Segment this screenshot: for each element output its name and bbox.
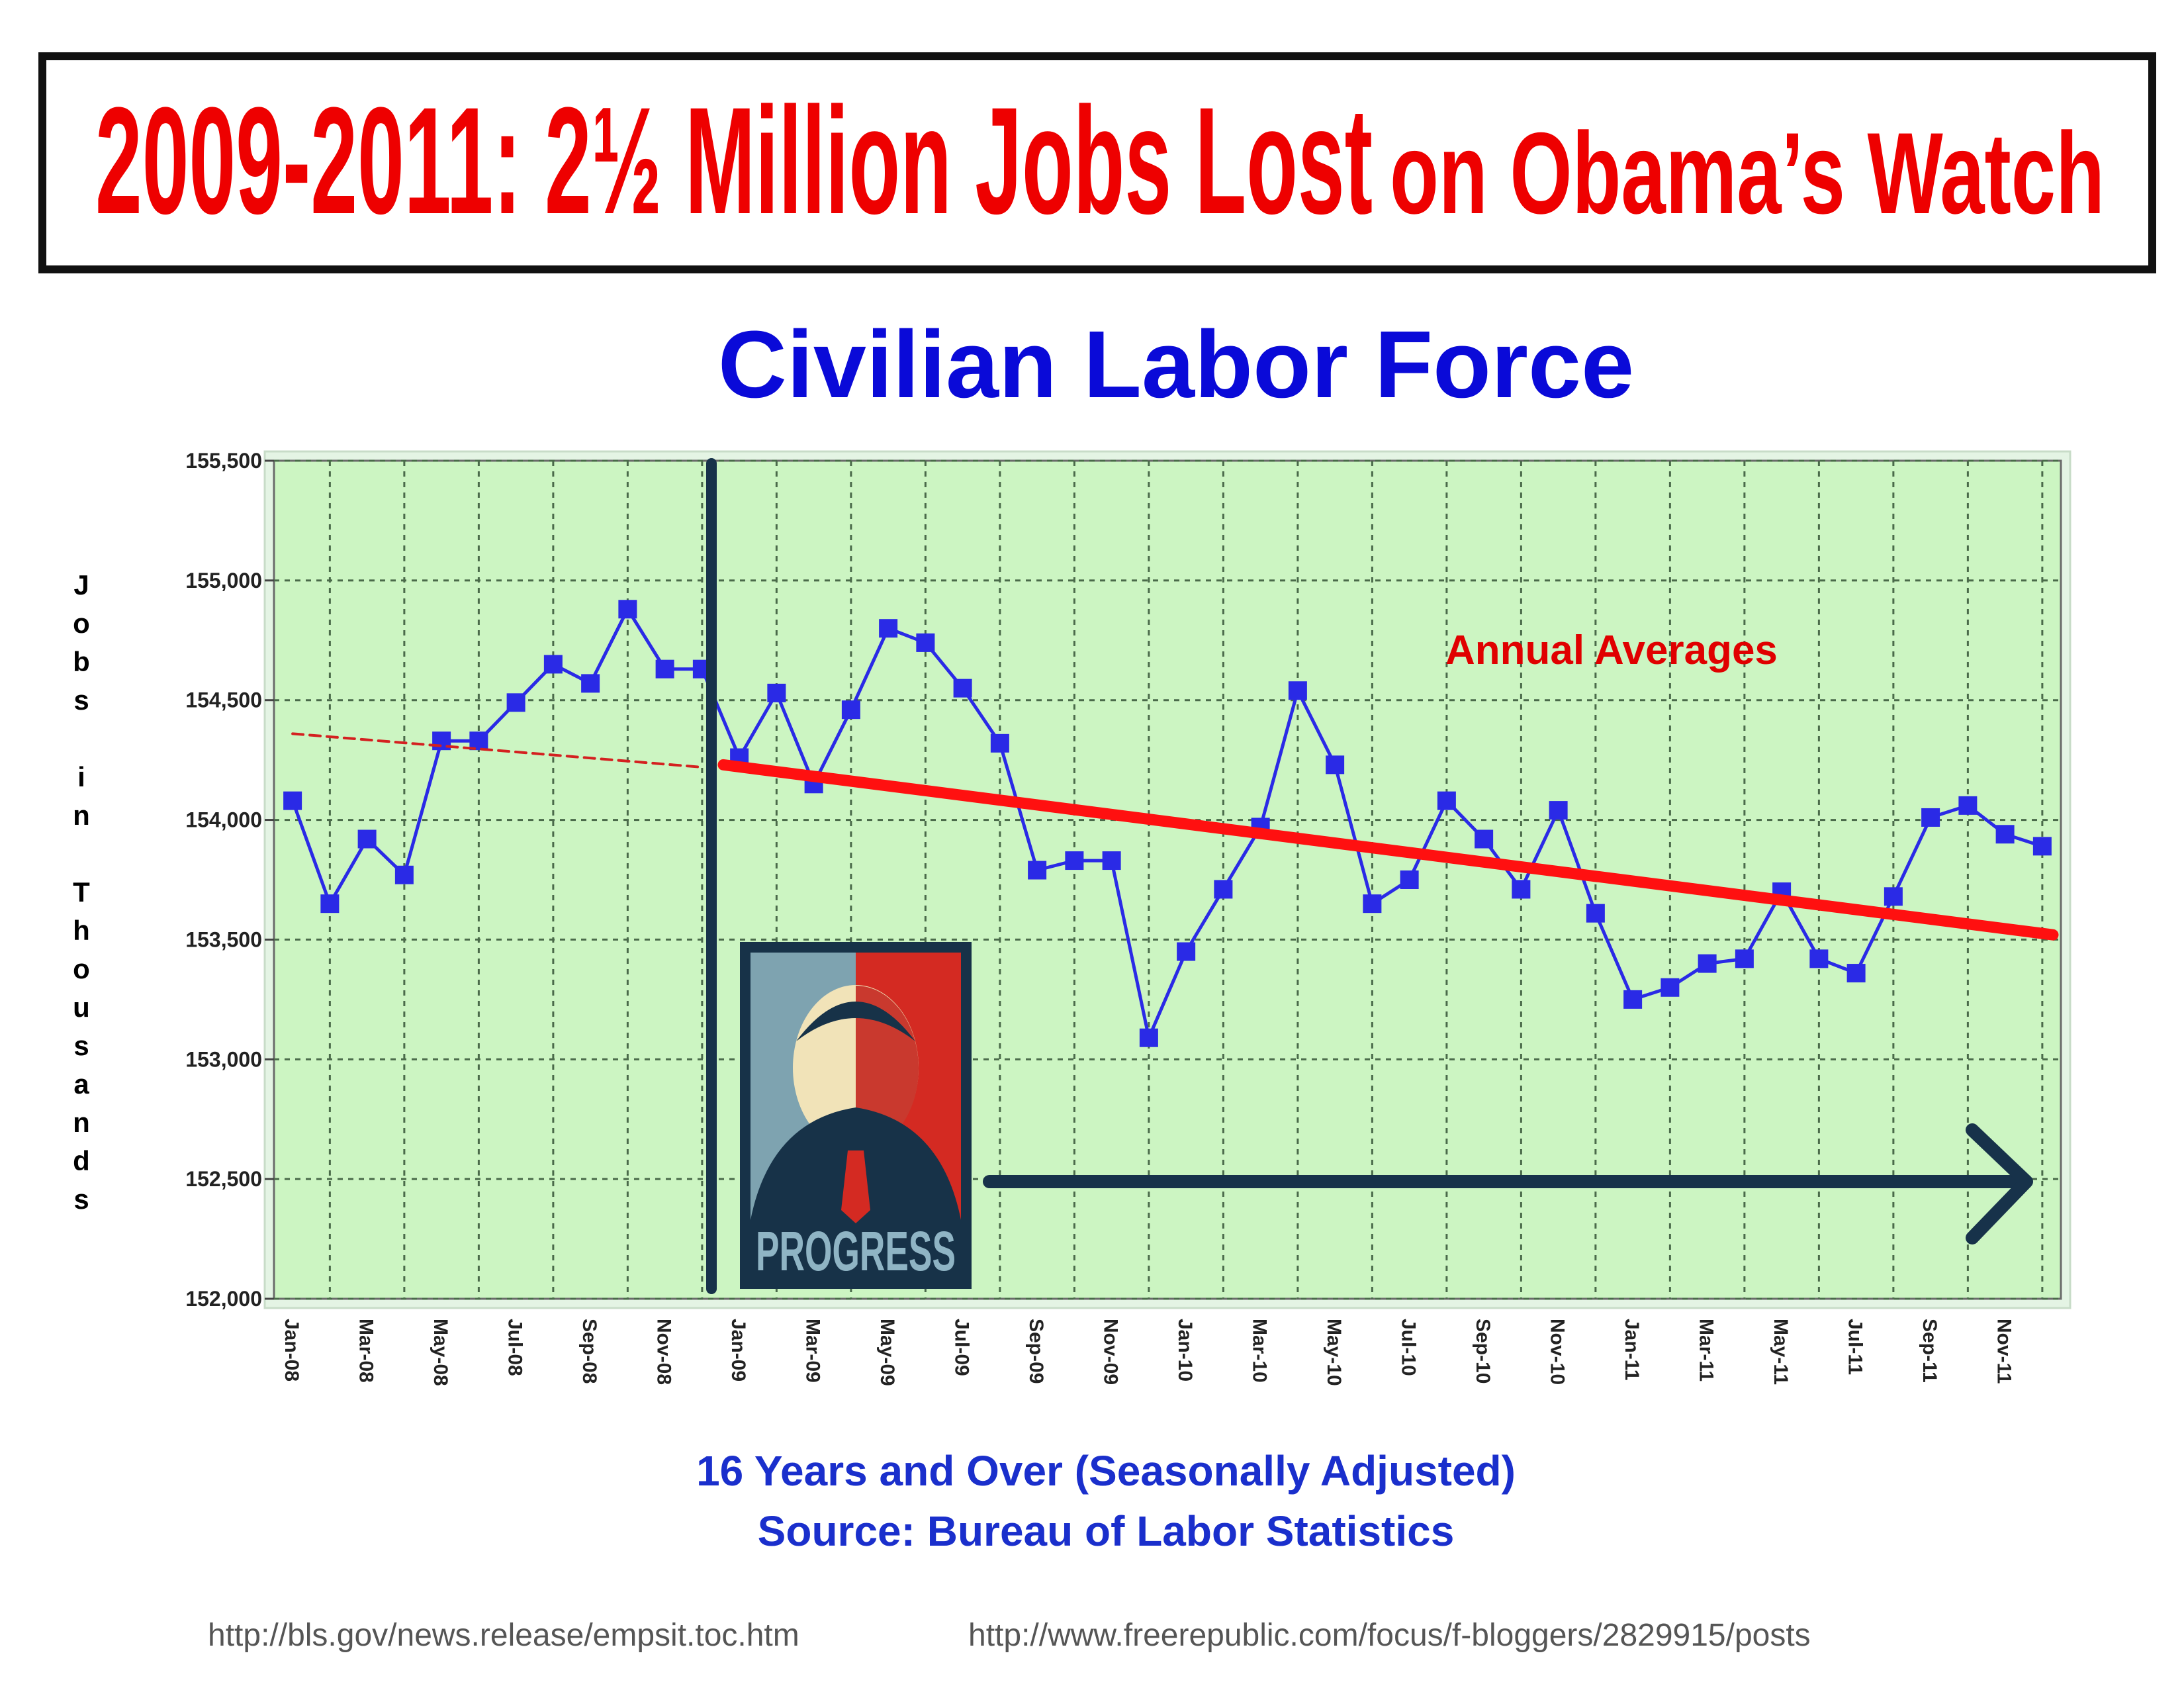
data-point — [283, 791, 302, 810]
data-point — [1846, 964, 1866, 983]
annotation: Annual Averages — [1445, 628, 1778, 673]
data-point — [1661, 978, 1680, 997]
data-point — [357, 829, 377, 849]
x-tick-label: Mar-10 — [1249, 1319, 1271, 1383]
x-tick-label: Sep-09 — [1025, 1319, 1047, 1383]
data-point — [581, 674, 600, 693]
poster-caption: PROGRESS — [756, 1220, 956, 1282]
poster-image: PROGRESS — [740, 942, 972, 1289]
data-point — [1177, 942, 1196, 961]
x-tick-label: Jul-11 — [1844, 1319, 1866, 1375]
source-url: http://www.freerepublic.com/focus/f-blog… — [968, 1618, 1811, 1653]
data-point — [506, 693, 525, 712]
subtitle: 16 Years and Over (Seasonally Adjusted) — [696, 1447, 1516, 1495]
data-point — [1475, 829, 1494, 849]
source-url: http://bls.gov/news.release/empsit.toc.h… — [208, 1618, 799, 1653]
x-tick-label: Jan-10 — [1174, 1319, 1196, 1382]
y-tick-label: 152,500 — [185, 1167, 262, 1191]
data-point — [2032, 837, 2052, 856]
x-tick-label: Sep-10 — [1472, 1319, 1494, 1383]
data-point — [1586, 904, 1605, 923]
data-point — [1512, 880, 1531, 899]
data-point — [1028, 861, 1047, 880]
data-point — [1437, 791, 1456, 810]
x-tick-label: Jan-11 — [1621, 1319, 1643, 1380]
x-tick-label: Sep-11 — [1919, 1319, 1940, 1383]
data-point — [543, 655, 563, 674]
data-point — [1214, 880, 1233, 899]
x-tick-label: Jul-08 — [504, 1319, 526, 1376]
data-point — [1326, 755, 1345, 774]
x-tick-label: Nov-11 — [1993, 1319, 2015, 1383]
data-point — [1623, 990, 1643, 1009]
data-point — [916, 633, 935, 652]
x-tick-label: Mar-11 — [1696, 1319, 1717, 1382]
x-tick-label: May-08 — [430, 1319, 451, 1386]
headline-box — [38, 52, 2156, 273]
progress-arrow-head — [1966, 1123, 2033, 1244]
y-tick-label: 154,000 — [185, 808, 262, 832]
x-tick-label: Nov-10 — [1547, 1319, 1569, 1385]
data-point — [1698, 954, 1717, 973]
data-point — [1549, 801, 1568, 820]
data-point — [320, 894, 340, 914]
data-point — [1102, 851, 1121, 870]
y-tick-label: 154,500 — [185, 688, 262, 712]
data-point — [394, 865, 414, 884]
poster-hair — [796, 1002, 915, 1041]
data-point — [618, 600, 637, 619]
headline-tail: on Obama’s Watch — [1390, 109, 2105, 238]
x-tick-label: Sep-08 — [578, 1319, 600, 1383]
y-tick-label: 153,500 — [185, 927, 262, 951]
poster-tie — [841, 1150, 870, 1223]
data-point — [1065, 851, 1084, 870]
data-point — [1809, 949, 1829, 968]
x-tick-label: May-10 — [1323, 1319, 1345, 1386]
y-tick-label: 155,000 — [185, 569, 262, 592]
data-point — [655, 659, 674, 679]
headline-main: 2009-2011: 2½ Million Jobs Lost — [95, 75, 1373, 246]
data-point — [953, 679, 972, 698]
data-point — [841, 700, 860, 720]
data-point — [1139, 1028, 1158, 1047]
x-tick-label: May-11 — [1770, 1319, 1792, 1385]
x-tick-label: May-09 — [876, 1319, 898, 1386]
y-tick-label: 152,000 — [185, 1287, 262, 1311]
y-tick-label: 153,000 — [185, 1047, 262, 1071]
plot-area — [273, 459, 2062, 1300]
data-point — [1363, 894, 1382, 914]
x-tick-label: Mar-09 — [802, 1319, 824, 1383]
data-point — [1884, 887, 1903, 906]
y-axis-label: Jobs in Thousands — [66, 569, 97, 1222]
data-point — [1288, 681, 1307, 700]
data-point — [767, 683, 786, 702]
x-tick-label: Nov-08 — [653, 1319, 675, 1385]
y-tick-label: 155,500 — [185, 449, 262, 473]
x-tick-label: Nov-09 — [1100, 1319, 1122, 1385]
x-tick-label: Jul-09 — [951, 1319, 973, 1376]
data-point — [1958, 796, 1978, 815]
data-point — [1400, 870, 1419, 889]
data-point — [1921, 808, 1940, 827]
x-tick-label: Jan-08 — [281, 1319, 302, 1382]
data-point — [1995, 825, 2015, 844]
data-point — [990, 733, 1009, 753]
data-point — [1735, 949, 1754, 968]
data-point — [879, 619, 898, 638]
source-note: Source: Bureau of Labor Statistics — [758, 1507, 1455, 1555]
x-tick-label: Jul-10 — [1398, 1319, 1420, 1376]
chart-title: Civilian Labor Force — [718, 311, 1634, 418]
x-tick-label: Jan-09 — [727, 1319, 749, 1382]
annual-average-line — [717, 759, 2059, 941]
annual-average-line — [291, 732, 704, 769]
data-point — [469, 731, 488, 751]
x-tick-label: Mar-08 — [355, 1319, 377, 1383]
